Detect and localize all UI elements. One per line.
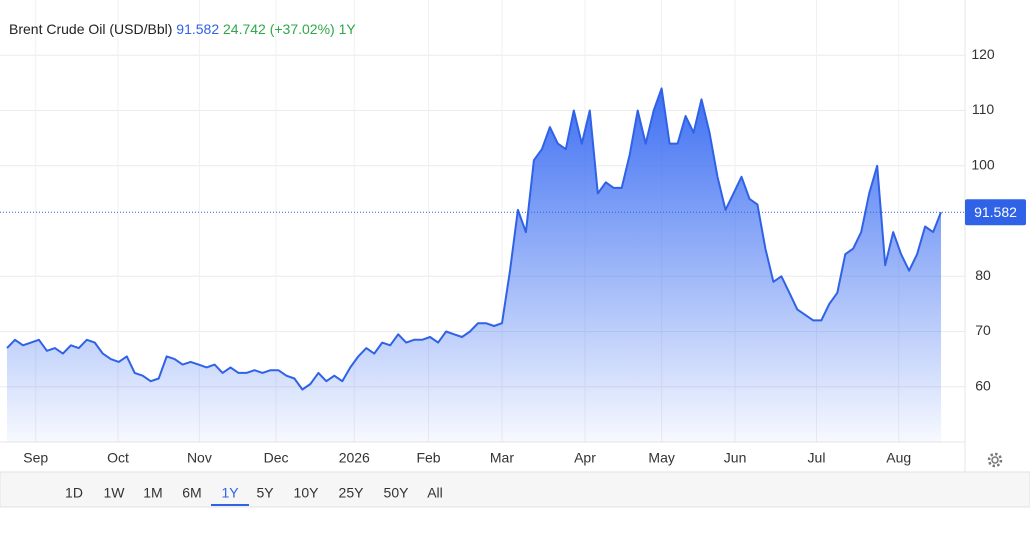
last-price-label: 91.582 [974, 204, 1017, 220]
y-tick-label: 120 [971, 46, 995, 62]
x-tick-label: Apr [574, 450, 596, 466]
x-tick-label: Aug [886, 450, 911, 466]
x-tick-label: Dec [264, 450, 289, 466]
line [6, 87, 942, 391]
settings-icon[interactable] [987, 452, 1003, 468]
y-tick-label: 100 [971, 156, 995, 172]
range-button[interactable]: 1Y [221, 485, 239, 501]
chart-title: Brent Crude Oil (USD/Bbl) [9, 21, 172, 37]
range-button[interactable]: 1M [143, 485, 162, 501]
last-price-box [965, 199, 1026, 226]
range-button[interactable]: 1W [104, 485, 126, 501]
x-tick-label: Jul [808, 450, 826, 466]
header-change-pct: (+37.02%) [270, 21, 335, 37]
x-tick-label: Mar [490, 450, 514, 466]
range-button[interactable]: 1D [65, 485, 83, 501]
y-tick-label: 70 [975, 322, 991, 338]
header-price: 91.582 [176, 21, 219, 37]
x-tick-label: May [648, 450, 674, 466]
x-tick-label: Jun [724, 450, 747, 466]
x-tick-label: 2026 [339, 450, 370, 466]
x-tick-label: Sep [23, 450, 48, 466]
range-button[interactable]: 5Y [256, 485, 274, 501]
header-change: 24.742 [223, 21, 266, 37]
range-button[interactable]: 50Y [384, 485, 410, 501]
chart-header: Brent Crude Oil (USD/Bbl) 91.582 24.742 … [9, 21, 356, 37]
range-button[interactable]: All [427, 485, 443, 501]
x-tick-label: Nov [187, 450, 212, 466]
x-tick-label: Oct [107, 450, 129, 466]
y-tick-label: 60 [975, 377, 991, 393]
range-button[interactable]: 10Y [294, 485, 320, 501]
y-tick-label: 110 [972, 101, 995, 117]
y-tick-label: 80 [975, 267, 991, 283]
range-button[interactable]: 6M [182, 485, 201, 501]
area [7, 88, 942, 443]
range-bar [0, 471, 1030, 508]
header-range: 1Y [339, 21, 357, 37]
x-tick-label: Feb [416, 450, 440, 466]
range-selected-underline [211, 504, 249, 506]
range-button[interactable]: 25Y [339, 485, 365, 501]
